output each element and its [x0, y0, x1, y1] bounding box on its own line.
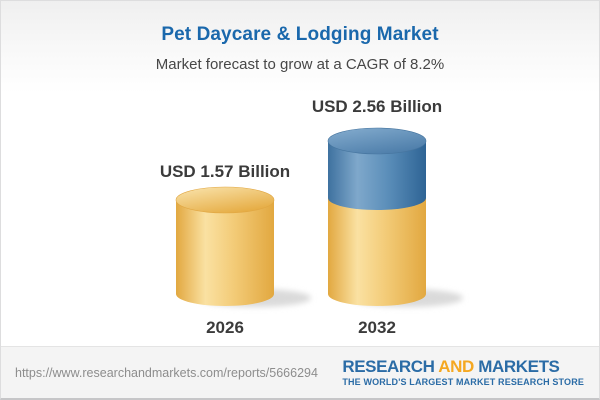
research-and-markets-logo: RESEARCH AND MARKETS THE WORLD'S LARGEST…: [342, 358, 584, 387]
category-label-2032: 2032: [358, 318, 396, 337]
page-subtitle: Market forecast to grow at a CAGR of 8.2…: [155, 56, 445, 73]
cylinder-2032-base-segment: [328, 198, 426, 306]
header: Pet Daycare & Lodging Market Market fore…: [1, 1, 599, 93]
cylinder-2032-growth-segment: [328, 141, 426, 210]
logo-word-and: AND: [438, 357, 474, 376]
cylinder-2026: [175, 186, 275, 306]
footer: https://www.researchandmarkets.com/repor…: [1, 346, 599, 398]
logo-wordmark: RESEARCH AND MARKETS: [342, 358, 584, 375]
cylinder-2032: [327, 127, 427, 306]
value-label-2032: USD 2.56 Billion: [311, 97, 443, 116]
logo-word-research: RESEARCH: [342, 357, 435, 376]
page-title: Pet Daycare & Lodging Market: [161, 24, 439, 45]
logo-tagline: THE WORLD'S LARGEST MARKET RESEARCH STOR…: [342, 377, 584, 387]
report-url: https://www.researchandmarkets.com/repor…: [15, 365, 318, 380]
category-label-2026: 2026: [206, 318, 244, 337]
value-label-2026: USD 1.57 Billion: [159, 162, 291, 181]
logo-word-markets: MARKETS: [478, 357, 560, 376]
